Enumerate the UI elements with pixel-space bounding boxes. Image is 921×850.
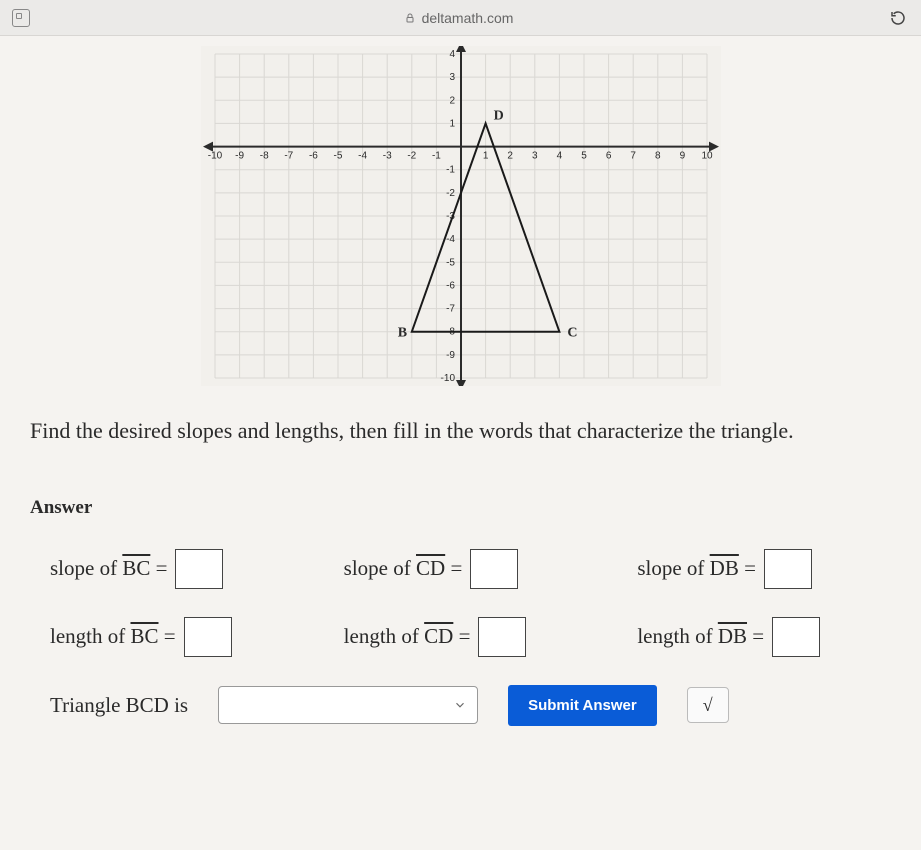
slope-bc-seg: BC: [122, 556, 150, 580]
tabs-icon[interactable]: [12, 9, 30, 27]
length-cd-input[interactable]: [478, 617, 526, 657]
browser-bar: deltamath.com: [0, 0, 921, 36]
svg-text:-7: -7: [446, 304, 455, 315]
chevron-down-icon: [453, 698, 467, 712]
url-text: deltamath.com: [422, 10, 514, 26]
reload-icon: [889, 9, 907, 27]
length-db-pre: length of: [637, 624, 717, 648]
instruction-text: Find the desired slopes and lengths, the…: [30, 416, 891, 447]
length-row: length of BC = length of CD = length of …: [30, 617, 891, 657]
slope-bc-pre: slope of: [50, 556, 122, 580]
lock-icon: [404, 12, 416, 24]
length-db-seg: DB: [718, 624, 747, 648]
slope-cd-pre: slope of: [344, 556, 416, 580]
bottom-row: Triangle BCD is Submit Answer √: [30, 685, 891, 726]
svg-text:-5: -5: [446, 257, 455, 268]
slope-db-field: slope of DB =: [637, 549, 891, 589]
svg-text:-1: -1: [446, 165, 455, 176]
length-cd-seg: CD: [424, 624, 453, 648]
svg-text:5: 5: [581, 151, 587, 162]
svg-text:4: 4: [556, 151, 562, 162]
eq: =: [739, 556, 756, 580]
svg-text:4: 4: [449, 49, 455, 60]
submit-answer-button[interactable]: Submit Answer: [508, 685, 657, 726]
svg-text:2: 2: [449, 95, 455, 106]
svg-text:7: 7: [630, 151, 636, 162]
slope-cd-seg: CD: [416, 556, 445, 580]
grid-svg: -10-9-8-7-6-5-4-3-2-112345678910-10-9-8-…: [201, 46, 721, 386]
svg-text:-4: -4: [358, 151, 367, 162]
slope-db-seg: DB: [710, 556, 739, 580]
length-db-input[interactable]: [772, 617, 820, 657]
svg-text:-1: -1: [431, 151, 440, 162]
triangle-type-select[interactable]: [218, 686, 478, 724]
svg-text:2: 2: [507, 151, 513, 162]
answer-heading: Answer: [30, 497, 891, 519]
svg-text:-5: -5: [333, 151, 342, 162]
svg-text:-9: -9: [235, 151, 244, 162]
svg-text:1: 1: [449, 118, 455, 129]
svg-text:-2: -2: [407, 151, 416, 162]
length-db-field: length of DB =: [637, 617, 891, 657]
eq: =: [445, 556, 462, 580]
svg-text:-9: -9: [446, 350, 455, 361]
eq: =: [159, 624, 176, 648]
slope-cd-field: slope of CD =: [344, 549, 598, 589]
svg-text:10: 10: [701, 151, 713, 162]
page-content: -10-9-8-7-6-5-4-3-2-112345678910-10-9-8-…: [0, 36, 921, 766]
svg-text:C: C: [567, 326, 577, 341]
svg-text:-2: -2: [446, 188, 455, 199]
eq: =: [150, 556, 167, 580]
eq: =: [747, 624, 764, 648]
svg-text:6: 6: [605, 151, 611, 162]
svg-text:D: D: [493, 108, 503, 123]
length-bc-field: length of BC =: [50, 617, 304, 657]
svg-text:-10: -10: [440, 373, 455, 384]
eq: =: [453, 624, 470, 648]
svg-text:3: 3: [449, 72, 455, 83]
svg-text:-7: -7: [284, 151, 293, 162]
svg-text:-3: -3: [382, 151, 391, 162]
reload-button[interactable]: [887, 7, 909, 29]
coordinate-chart: -10-9-8-7-6-5-4-3-2-112345678910-10-9-8-…: [30, 46, 891, 386]
svg-text:9: 9: [679, 151, 685, 162]
svg-text:B: B: [397, 326, 406, 341]
slope-cd-input[interactable]: [470, 549, 518, 589]
slope-bc-input[interactable]: [175, 549, 223, 589]
length-cd-pre: length of: [344, 624, 424, 648]
sqrt-icon: √: [703, 695, 713, 716]
slope-db-input[interactable]: [764, 549, 812, 589]
svg-text:-6: -6: [308, 151, 317, 162]
slope-bc-field: slope of BC =: [50, 549, 304, 589]
svg-text:-6: -6: [446, 280, 455, 291]
svg-text:8: 8: [655, 151, 661, 162]
length-cd-field: length of CD =: [344, 617, 598, 657]
triangle-is-label: Triangle BCD is: [50, 693, 188, 718]
length-bc-pre: length of: [50, 624, 130, 648]
svg-text:3: 3: [532, 151, 538, 162]
answer-rows: slope of BC = slope of CD = slope of DB …: [30, 549, 891, 657]
sqrt-button[interactable]: √: [687, 687, 729, 723]
length-bc-input[interactable]: [184, 617, 232, 657]
svg-text:-8: -8: [259, 151, 268, 162]
slope-row: slope of BC = slope of CD = slope of DB …: [30, 549, 891, 589]
svg-text:1: 1: [482, 151, 488, 162]
slope-db-pre: slope of: [637, 556, 709, 580]
svg-text:-10: -10: [207, 151, 222, 162]
svg-text:-4: -4: [446, 234, 455, 245]
url-bar[interactable]: deltamath.com: [38, 10, 879, 26]
length-bc-seg: BC: [130, 624, 158, 648]
